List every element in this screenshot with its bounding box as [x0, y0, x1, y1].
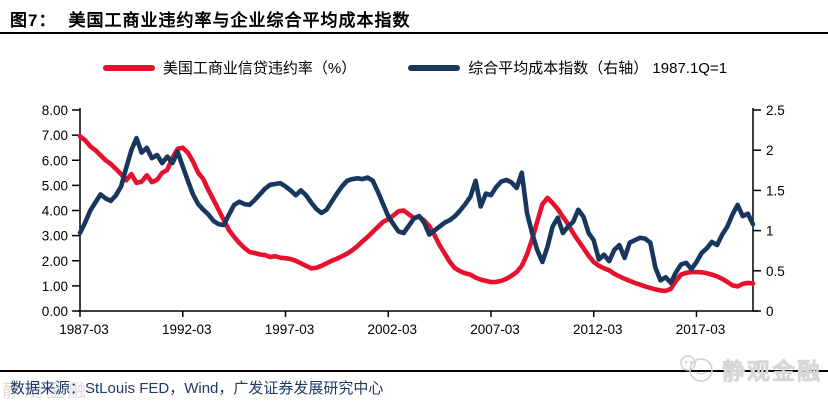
y-axis-left-tick-label: 2.00	[42, 254, 68, 269]
y-axis-right-tick-label: 0.5	[766, 264, 785, 279]
y-axis-right-tick-label: 2.5	[766, 103, 785, 118]
faint-watermark-text: 静观金融	[2, 381, 90, 401]
x-axis-tick-label: 2012-03	[573, 322, 623, 337]
y-axis-left-tick-label: 8.00	[42, 103, 68, 118]
y-axis-left-tick-label: 4.00	[42, 204, 68, 219]
legend-swatch-navy-line	[408, 64, 461, 71]
x-axis-tick-label: 1997-03	[265, 322, 315, 337]
x-axis-tick-label: 2002-03	[367, 322, 417, 337]
legend-swatch-red-line	[102, 64, 155, 71]
y-axis-left-tick-label: 6.00	[42, 153, 68, 168]
y-axis-right-tick-label: 1	[766, 224, 774, 239]
y-axis-left-tick-label: 5.00	[42, 178, 68, 193]
page-title: 美国工商业违约率与企业综合平均成本指数	[68, 11, 411, 30]
y-axis-left-tick-label: 1.00	[42, 279, 68, 294]
series-line-cost-index	[77, 135, 756, 286]
y-axis-left-tick-label: 7.00	[42, 128, 68, 143]
y-axis-right-tick-label: 1.5	[766, 183, 785, 198]
y-axis-right-tick-label: 0	[766, 304, 774, 319]
title-divider	[0, 32, 828, 34]
brand-watermark-text: 静观金融	[722, 358, 822, 384]
x-axis-tick-label: 1992-03	[162, 322, 212, 337]
chart-legend: 美国工商业信贷违约率（%） 综合平均成本指数（右轴） 1987.1Q=1	[60, 57, 770, 78]
x-axis-tick-label: 1987-03	[59, 322, 109, 337]
figure-label: 图7：	[10, 11, 57, 30]
legend-item-default-rate: 美国工商业信贷违约率（%）	[102, 57, 357, 78]
legend-item-cost-index: 综合平均成本指数（右轴） 1987.1Q=1	[408, 57, 727, 78]
legend-label-default-rate: 美国工商业信贷违约率（%）	[162, 60, 357, 77]
legend-label-cost-index: 综合平均成本指数（右轴） 1987.1Q=1	[468, 60, 728, 77]
y-axis-left-tick-label: 3.00	[42, 229, 68, 244]
figure-title: 图7： 美国工商业违约率与企业综合平均成本指数	[10, 6, 410, 31]
data-source-text: 数据来源：StLouis FED，Wind，广发证券发展研究中心	[10, 380, 384, 397]
brand-watermark: 静观金融	[678, 352, 822, 386]
x-axis-tick-label: 2007-03	[470, 322, 520, 337]
brand-logo-icon	[680, 355, 713, 382]
y-axis-left-tick-label: 0.00	[42, 304, 68, 319]
x-axis-tick-label: 2017-03	[676, 322, 726, 337]
footer-divider	[0, 370, 828, 372]
y-axis-right-tick-label: 2	[766, 143, 774, 158]
